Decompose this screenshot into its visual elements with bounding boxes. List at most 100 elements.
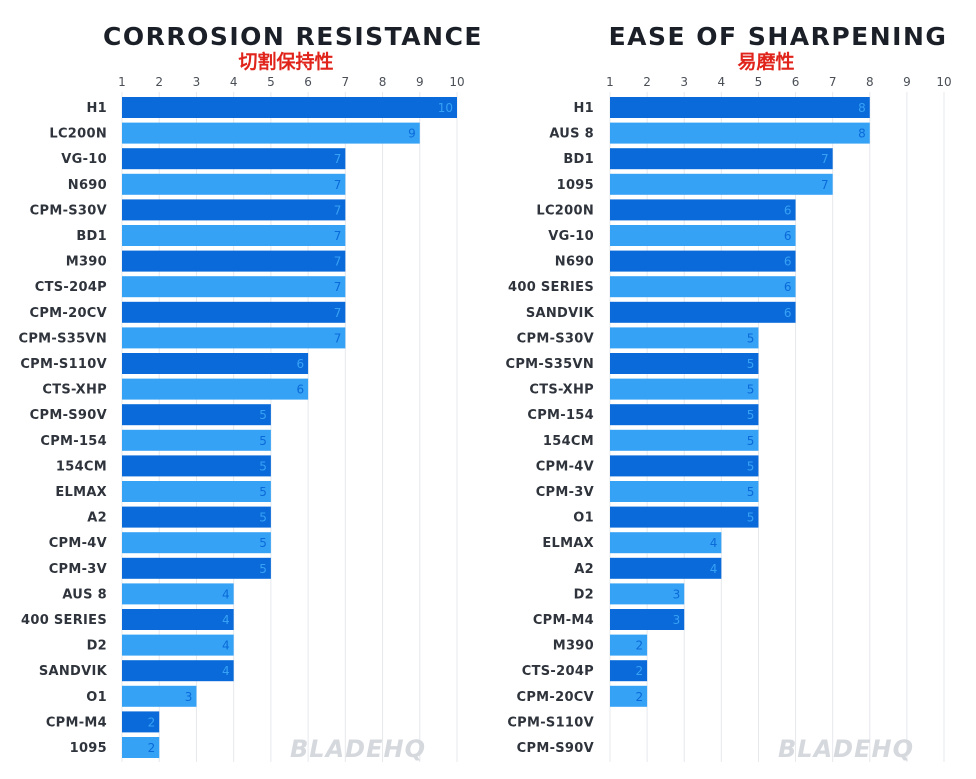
category-label: AUS 8	[549, 127, 594, 142]
x-tick-label: 8	[379, 75, 387, 89]
category-label: ELMAX	[55, 485, 107, 500]
category-label: BD1	[563, 152, 594, 167]
bar-value-label: 5	[747, 485, 755, 499]
bar-value-label: 7	[334, 203, 342, 217]
bar-value-label: 7	[821, 152, 829, 166]
x-tick-label: 9	[903, 75, 911, 89]
bar-value-label: 4	[222, 613, 230, 627]
category-label: LC200N	[49, 127, 107, 142]
bar	[610, 225, 796, 246]
category-label: CTS-204P	[35, 280, 107, 295]
bar	[610, 301, 796, 323]
x-tick-label: 1	[118, 75, 126, 89]
bar-value-label: 4	[222, 664, 230, 678]
bar	[610, 481, 759, 502]
bar	[122, 301, 346, 323]
x-tick-label: 2	[155, 75, 163, 89]
category-label: CPM-S110V	[20, 357, 107, 372]
bar	[610, 455, 759, 477]
x-tick-label: 8	[866, 75, 874, 89]
x-tick-label: 7	[342, 75, 350, 89]
bar	[122, 660, 234, 682]
category-label: N690	[555, 255, 594, 270]
bar-value-label: 4	[222, 587, 230, 601]
bar	[122, 685, 197, 707]
category-label: VG-10	[548, 229, 594, 244]
bar	[610, 429, 759, 451]
category-label: SANDVIK	[526, 306, 595, 321]
category-label: CPM-S90V	[517, 741, 594, 756]
x-tick-label: 5	[755, 75, 763, 89]
bar	[122, 276, 346, 298]
bar	[610, 660, 648, 682]
category-label: VG-10	[61, 152, 107, 167]
bar	[122, 353, 309, 374]
bar-value-label: 2	[635, 690, 643, 704]
bar	[610, 122, 870, 144]
chart-title: CORROSION RESISTANCE	[103, 22, 483, 51]
category-label: CPM-S110V	[507, 715, 594, 730]
x-tick-label: 6	[792, 75, 800, 89]
bar	[122, 506, 271, 528]
chart-subtitle: 切割保持性	[238, 50, 333, 73]
x-tick-label: 4	[718, 75, 726, 89]
category-label: 400 SERIES	[508, 280, 594, 295]
bar-value-label: 4	[222, 639, 230, 653]
bar	[610, 634, 648, 656]
category-label: CPM-3V	[49, 562, 107, 577]
bar-value-label: 6	[784, 280, 792, 294]
bar	[122, 455, 271, 477]
bar	[610, 583, 685, 605]
category-label: CPM-20CV	[30, 306, 108, 321]
bar-value-label: 6	[784, 255, 792, 269]
category-label: 154CM	[543, 434, 594, 449]
category-label: 154CM	[56, 459, 107, 474]
category-label: BD1	[76, 229, 107, 244]
x-tick-label: 3	[193, 75, 201, 89]
watermark: BLADEHQ	[290, 735, 426, 763]
category-label: O1	[86, 690, 107, 705]
category-label: SANDVIK	[39, 664, 108, 679]
bar-value-label: 10	[438, 101, 453, 115]
bar	[122, 737, 160, 758]
category-label: H1	[86, 101, 107, 116]
category-label: H1	[573, 101, 594, 116]
bar-value-label: 5	[259, 536, 267, 550]
bar	[610, 327, 759, 349]
bar-value-label: 3	[673, 587, 681, 601]
bar	[610, 557, 722, 579]
bar-value-label: 7	[334, 255, 342, 269]
chart-subtitle: 易磨性	[737, 50, 794, 73]
category-label: M390	[66, 255, 107, 270]
bar-value-label: 2	[635, 639, 643, 653]
bar-value-label: 8	[858, 101, 866, 115]
bar	[122, 122, 420, 144]
bar-value-label: 7	[334, 280, 342, 294]
category-label: 1095	[70, 741, 107, 756]
bar-value-label: 4	[710, 562, 718, 576]
x-tick-label: 9	[416, 75, 424, 89]
x-tick-label: 10	[936, 75, 951, 89]
category-label: ELMAX	[542, 536, 594, 551]
category-label: CPM-S35VN	[19, 331, 108, 346]
bar-value-label: 2	[148, 715, 156, 729]
bar	[122, 404, 271, 426]
bar-value-label: 6	[296, 383, 304, 397]
bar-value-label: 6	[784, 306, 792, 320]
bar-value-label: 5	[747, 331, 755, 345]
category-label: CPM-3V	[536, 485, 594, 500]
bar	[122, 532, 271, 554]
bar	[122, 609, 234, 630]
bar	[122, 634, 234, 656]
bar-value-label: 5	[747, 434, 755, 448]
bar-value-label: 5	[259, 562, 267, 576]
x-tick-label: 3	[680, 75, 688, 89]
bar	[610, 685, 648, 707]
bar-value-label: 6	[296, 357, 304, 371]
category-label: CPM-S90V	[30, 408, 107, 423]
bar-value-label: 9	[408, 127, 416, 141]
bar	[610, 506, 759, 528]
